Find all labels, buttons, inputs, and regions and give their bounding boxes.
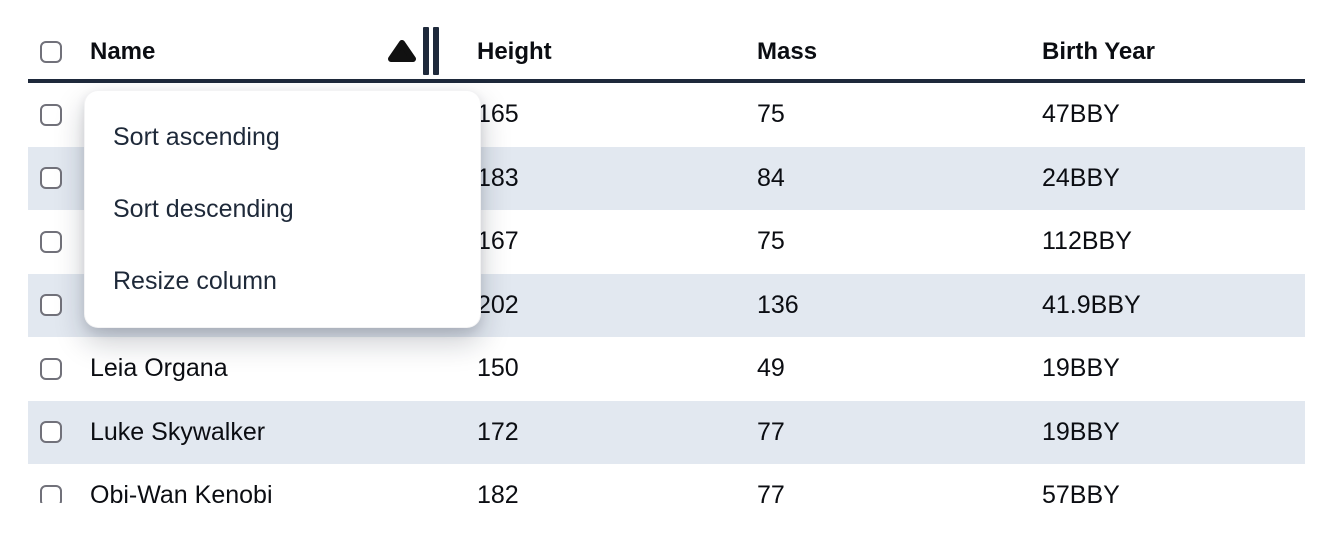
- cell-birth-year: 19BBY: [1042, 417, 1120, 446]
- column-header-name[interactable]: Name: [78, 20, 461, 83]
- table-row: Luke Skywalker 172 77 19BBY: [28, 400, 1305, 464]
- column-context-menu: Sort ascending Sort descending Resize co…: [84, 90, 481, 328]
- cell-mass: 84: [757, 163, 785, 192]
- cell-name: Luke Skywalker: [90, 417, 266, 446]
- table-row: Leia Organa 150 49 19BBY: [28, 337, 1305, 401]
- cell-mass: 77: [757, 481, 785, 503]
- column-header-name-label: Name: [90, 37, 156, 65]
- cell-birth-year: 47BBY: [1042, 100, 1120, 129]
- cell-height: 172: [477, 417, 519, 446]
- row-checkbox[interactable]: [40, 230, 62, 253]
- sort-ascending-icon: [388, 40, 416, 62]
- table-row: Obi-Wan Kenobi 182 77 57BBY: [28, 464, 1305, 503]
- cell-height: 167: [477, 227, 519, 256]
- cell-mass: 49: [757, 354, 785, 383]
- column-resize-handle[interactable]: [423, 27, 439, 75]
- table-row: 165 75 47BBY: [28, 83, 1305, 147]
- cell-height: 183: [477, 163, 519, 192]
- table-header-row: Name Height Mass Birth Year: [28, 20, 1305, 83]
- row-checkbox[interactable]: [40, 421, 62, 444]
- cell-mass: 75: [757, 227, 785, 256]
- cell-height: 165: [477, 100, 519, 129]
- row-checkbox[interactable]: [40, 484, 62, 503]
- column-header-mass[interactable]: Mass: [757, 37, 818, 65]
- cell-mass: 75: [757, 100, 785, 129]
- cell-mass: 136: [757, 290, 799, 319]
- cell-name: Leia Organa: [90, 354, 228, 383]
- row-checkbox[interactable]: [40, 357, 62, 380]
- cell-height: 182: [477, 481, 519, 503]
- table-row: 167 75 112BBY: [28, 210, 1305, 274]
- menu-item-sort-ascending[interactable]: Sort ascending: [113, 122, 280, 151]
- cell-birth-year: 41.9BBY: [1042, 290, 1141, 319]
- cell-birth-year: 19BBY: [1042, 354, 1120, 383]
- select-all-checkbox[interactable]: [40, 40, 62, 63]
- cell-name: Obi-Wan Kenobi: [90, 481, 273, 503]
- cell-mass: 77: [757, 417, 785, 446]
- menu-item-sort-descending[interactable]: Sort descending: [113, 194, 294, 223]
- column-header-birth-year[interactable]: Birth Year: [1042, 37, 1155, 65]
- row-checkbox[interactable]: [40, 167, 62, 190]
- cell-birth-year: 112BBY: [1042, 227, 1132, 256]
- cell-height: 150: [477, 354, 519, 383]
- select-all-cell: [28, 40, 78, 63]
- cell-height: 202: [477, 290, 519, 319]
- column-header-height[interactable]: Height: [477, 37, 552, 65]
- row-checkbox[interactable]: [40, 103, 62, 126]
- cell-birth-year: 57BBY: [1042, 481, 1120, 503]
- row-checkbox[interactable]: [40, 294, 62, 317]
- menu-item-resize-column[interactable]: Resize column: [113, 266, 277, 295]
- cell-birth-year: 24BBY: [1042, 163, 1120, 192]
